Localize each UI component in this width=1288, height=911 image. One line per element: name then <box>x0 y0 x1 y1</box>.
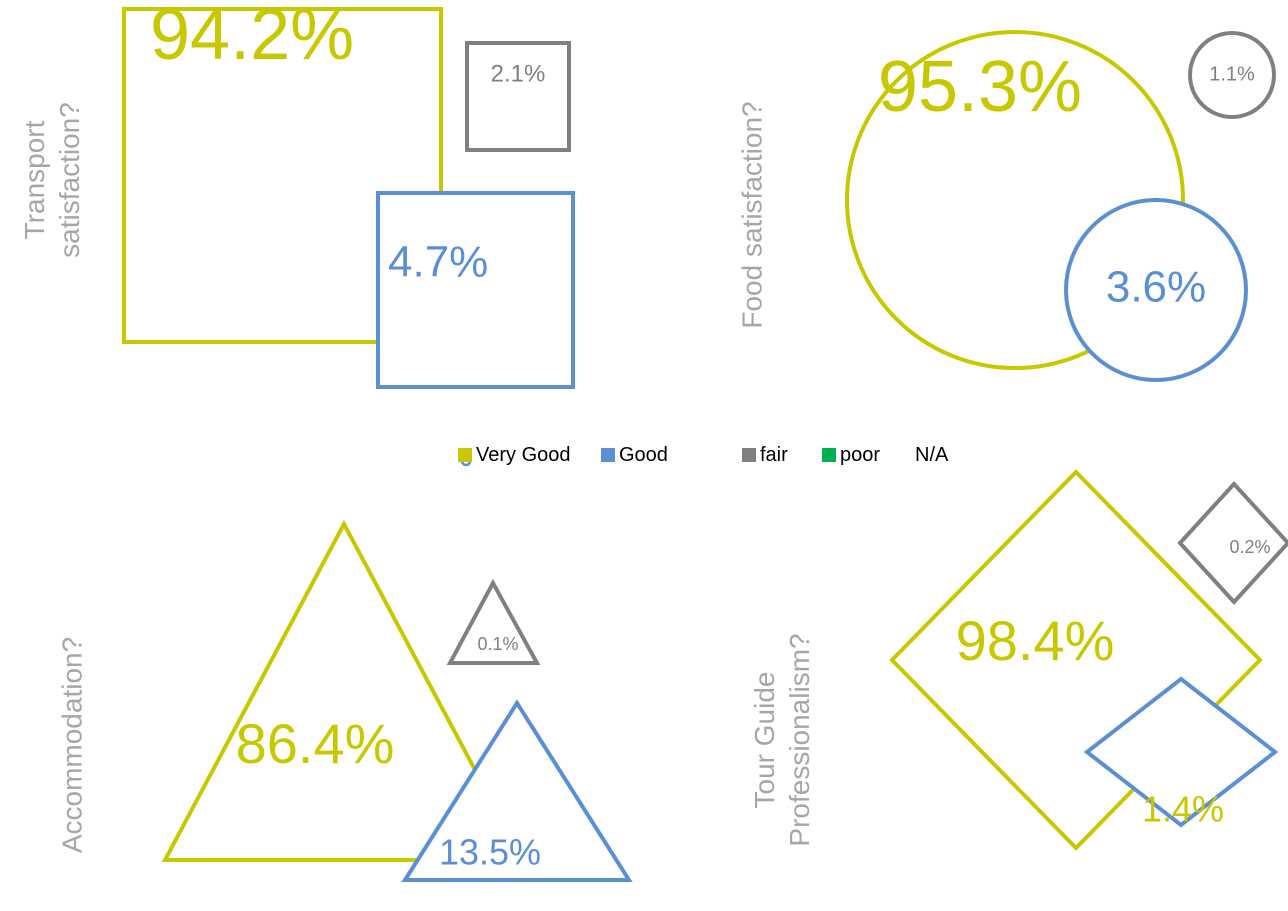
circle-mark <box>1188 31 1276 119</box>
value-label: 1.4% <box>1142 789 1224 830</box>
value-label: 3.6% <box>1106 263 1206 312</box>
diamond-mark <box>1083 676 1279 828</box>
legend-label: Very Good <box>476 443 571 466</box>
value-label: 94.2% <box>150 0 354 75</box>
triangle-mark <box>161 519 527 862</box>
value-label: 13.5% <box>439 832 541 873</box>
panel-title: Food satisfaction? <box>736 101 768 329</box>
value-label: 2.1% <box>491 60 546 87</box>
panel-title: Transport satisfaction? <box>19 102 85 258</box>
legend-swatch <box>822 448 836 462</box>
legend-label: fair <box>760 443 788 466</box>
panel-title: Accommodation? <box>56 636 88 854</box>
triangle-mark <box>446 578 541 665</box>
circle-mark <box>1064 198 1248 382</box>
value-label: 0.2% <box>1229 537 1270 557</box>
legend-item: Good <box>601 443 668 467</box>
square-mark <box>376 191 575 389</box>
legend-label: N/A <box>915 443 949 466</box>
legend-swatch <box>742 448 756 462</box>
value-label: 1.1% <box>1209 63 1255 85</box>
value-label: 95.3% <box>878 47 1082 127</box>
legend-label: poor <box>840 443 881 466</box>
legend-swatch <box>458 448 472 462</box>
legend-item: fair <box>742 443 788 467</box>
value-label: 4.7% <box>388 238 488 287</box>
legend-label: Good <box>619 443 668 466</box>
legend-swatch <box>601 448 615 462</box>
value-label: 86.4% <box>236 712 395 775</box>
square-mark <box>465 41 571 152</box>
diamond-mark <box>1177 481 1288 605</box>
triangle-mark <box>401 699 633 882</box>
value-label: 98.4% <box>956 609 1115 672</box>
panel-title: Tour Guide Professionalism? <box>749 633 815 847</box>
legend-item: N/A <box>915 443 948 467</box>
legend-item: Very Good <box>458 443 571 467</box>
legend-item: poor <box>822 443 880 467</box>
value-label: 0.1% <box>477 634 518 654</box>
